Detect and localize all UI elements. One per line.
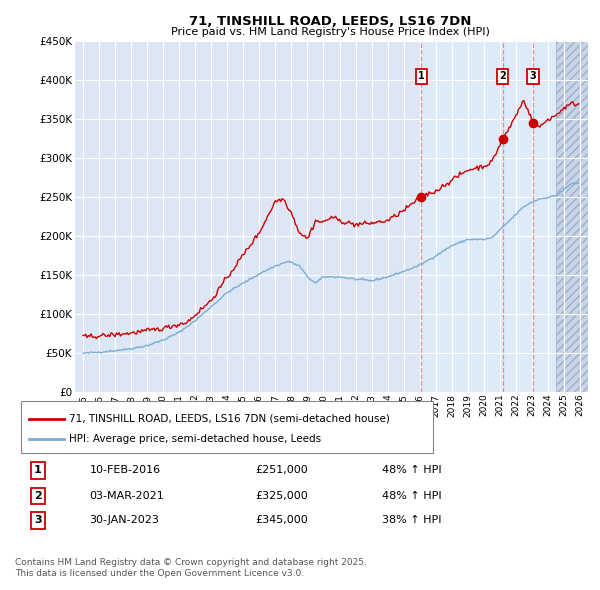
Text: Contains HM Land Registry data © Crown copyright and database right 2025.
This d: Contains HM Land Registry data © Crown c… [15,558,367,578]
Text: 1: 1 [418,71,425,81]
Text: 3: 3 [34,516,42,525]
Text: Price paid vs. HM Land Registry's House Price Index (HPI): Price paid vs. HM Land Registry's House … [170,27,490,37]
Text: £345,000: £345,000 [256,516,308,525]
Text: 2: 2 [499,71,506,81]
Text: HPI: Average price, semi-detached house, Leeds: HPI: Average price, semi-detached house,… [70,434,322,444]
Text: 3: 3 [530,71,536,81]
Text: £325,000: £325,000 [256,491,308,501]
Text: £251,000: £251,000 [256,465,308,475]
Text: 2: 2 [34,491,42,501]
Text: 10-FEB-2016: 10-FEB-2016 [89,465,161,475]
Text: 48% ↑ HPI: 48% ↑ HPI [382,491,442,501]
Text: 38% ↑ HPI: 38% ↑ HPI [382,516,441,525]
Text: 48% ↑ HPI: 48% ↑ HPI [382,465,442,475]
Text: 30-JAN-2023: 30-JAN-2023 [89,516,160,525]
Bar [419,41,588,392]
FancyBboxPatch shape [21,401,433,453]
Text: 71, TINSHILL ROAD, LEEDS, LS16 7DN (semi-detached house): 71, TINSHILL ROAD, LEEDS, LS16 7DN (semi… [70,414,391,424]
Bar [556,41,588,392]
Text: 1: 1 [34,465,42,475]
Text: 03-MAR-2021: 03-MAR-2021 [89,491,164,501]
Text: 71, TINSHILL ROAD, LEEDS, LS16 7DN: 71, TINSHILL ROAD, LEEDS, LS16 7DN [189,15,471,28]
